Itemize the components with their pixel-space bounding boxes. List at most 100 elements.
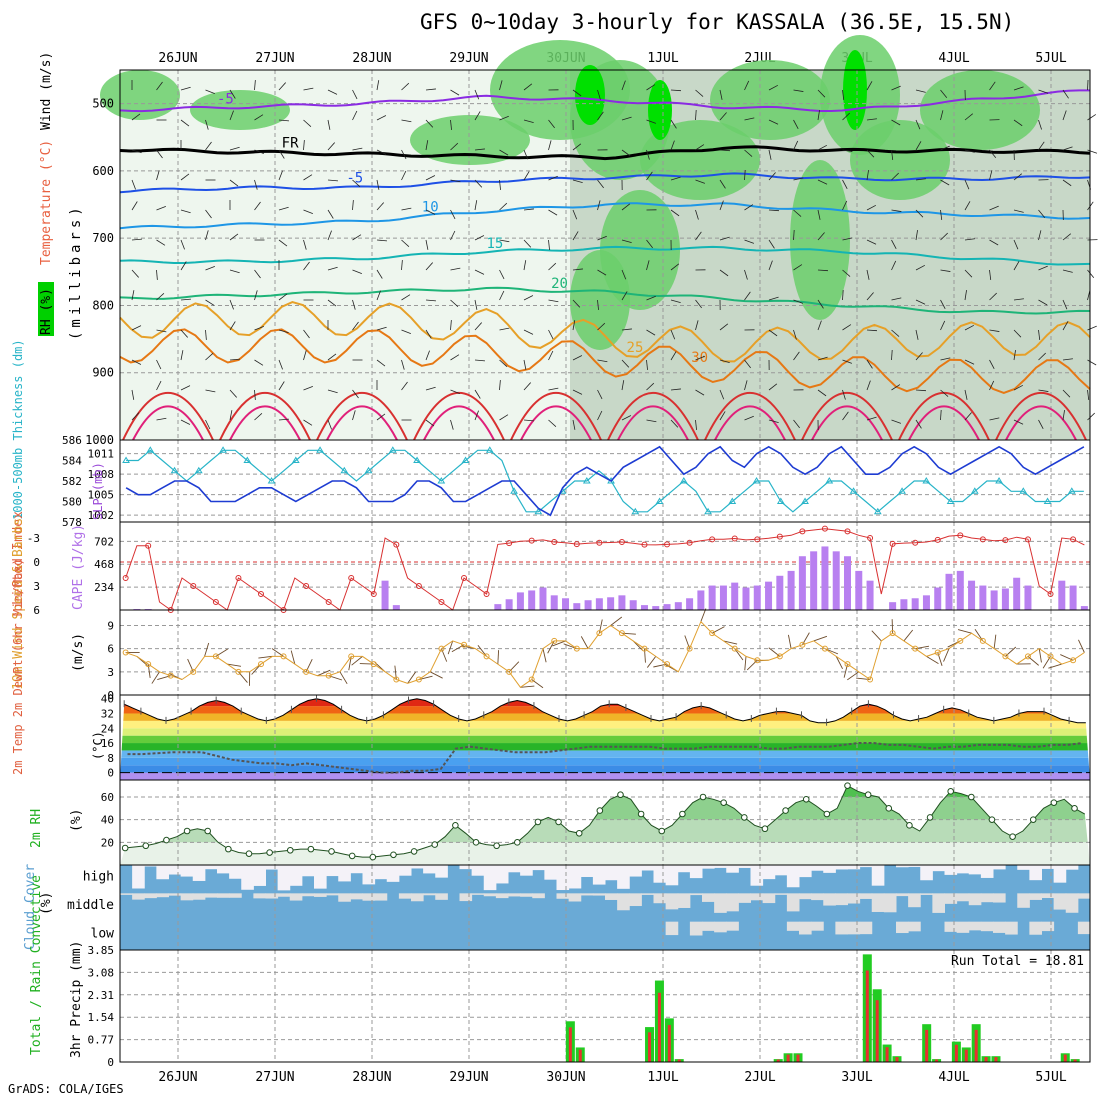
upper-wind-barb-88 [303, 209, 313, 214]
thickness-marker-20 [364, 466, 373, 474]
thickness-marker-24 [413, 456, 421, 463]
upper-wind-barb-303 [744, 169, 746, 181]
thickness-marker-6 [194, 466, 203, 474]
upper-wind-barb-302 [744, 149, 753, 157]
upper-wind-barb-365 [866, 239, 877, 245]
temp-contour-1 [119, 145, 1091, 161]
cloud-gap-1-38 [580, 893, 594, 896]
upper-wind-barb-106 [327, 389, 338, 394]
upper-ytick-5: 1000 [85, 433, 114, 447]
upper-ytick-4: 900 [92, 366, 114, 380]
upper-wind-barb-357 [842, 359, 853, 364]
rh2m-marker-86 [1009, 833, 1016, 840]
wind10-marker-24 [393, 676, 400, 683]
upper-wind-barb-410 [964, 149, 975, 153]
wind10-axis-label: 10m Wind Speed & Barbs [11, 518, 26, 690]
cloud-gap-1-21 [374, 893, 388, 901]
upper-wind-barb-348 [842, 89, 845, 100]
cloud-gap-2-71 [980, 921, 994, 932]
upper-wind-barb-263 [646, 419, 657, 423]
wind10-marker-6 [190, 668, 197, 675]
precip-convective-bar-78 [895, 1057, 899, 1062]
upper-wind-barb-466 [1062, 389, 1071, 398]
rh2m-marker-88 [1029, 816, 1037, 823]
upper-wind-barb-23 [156, 417, 167, 421]
upper-wind-barb-226 [572, 389, 583, 395]
upper-wind-barb-73 [278, 119, 289, 122]
wind10-marker-46 [641, 645, 648, 652]
rh2m-marker-10 [225, 845, 232, 853]
cloud-gap-2-45 [665, 921, 679, 936]
upper-wind-barb-361 [866, 118, 877, 121]
wind10-marker-60 [799, 641, 806, 648]
temp2m-ytick-5: 40 [101, 693, 114, 706]
upper-wind-barb-419 [964, 412, 972, 421]
lifted-ytick-3: 6 [33, 604, 40, 617]
upper-wind-barb-6 [131, 269, 139, 278]
cloud-ylabel: (%) [39, 892, 54, 915]
cape-bar-58 [776, 575, 784, 610]
upper-wind-barb-477 [1087, 359, 1097, 366]
upper-wind-barb-249 [621, 359, 630, 368]
date-label-top-2: 28JUN [352, 51, 391, 66]
cloud-row-label-0: high [83, 870, 114, 885]
upper-wind-barb-350 [842, 149, 853, 152]
cloud-axis-label: Cloud Cover [23, 864, 38, 950]
cape-bar-52 [708, 585, 716, 610]
wind10-barb-37 [542, 648, 547, 663]
lifted-marker-66 [867, 535, 874, 541]
upper-wind-barb-457 [1062, 110, 1067, 121]
wind10-marker-56 [754, 657, 761, 664]
hot-contour-4 [510, 391, 602, 441]
date-label-bottom-4: 30JUN [546, 1070, 585, 1085]
upper-wind-barb-142 [401, 381, 408, 391]
upper-wind-barb-166 [450, 389, 460, 394]
temp-band-2 [120, 757, 1090, 766]
upper-wind-barb-290 [719, 149, 731, 152]
thickness-marker-26 [437, 477, 446, 484]
upper-wind-barb-280 [695, 209, 699, 220]
upper-wind-barb-43 [205, 299, 215, 306]
cloud-gap-2-64 [896, 921, 909, 934]
upper-wind-barb-68 [254, 326, 264, 331]
upper-wind-barb-210 [548, 262, 557, 271]
wind10-barb-65 [847, 671, 860, 681]
rh2m-marker-60 [741, 814, 748, 821]
wind10-ytick-1: 3 [107, 666, 114, 679]
upper-wind-barb-198 [523, 260, 527, 271]
upper-wind-barb-223 [572, 299, 581, 308]
upper-wind-barb-373 [891, 119, 901, 126]
cape-bar-24 [392, 605, 400, 610]
upper-wind-barb-220 [572, 209, 578, 220]
upper-wind-barb-476 [1087, 325, 1097, 331]
upper-wind-barb-372 [891, 85, 901, 91]
rh-band-2 [120, 797, 1090, 820]
upper-wind-barb-113 [352, 234, 362, 241]
cloud-gap-1-0 [120, 893, 133, 895]
upper-wind-barb-105 [327, 353, 337, 361]
cloud-gap-1-61 [859, 893, 873, 899]
upper-wind-barb-194 [523, 149, 529, 160]
upper-wind-barb-191 [499, 414, 509, 421]
dewpoint-line [127, 742, 1083, 774]
cloud-gap-1-68 [944, 893, 958, 904]
wind10-marker-44 [618, 630, 625, 637]
cloud-gap-1-67 [932, 893, 945, 913]
thickness-marker-8 [219, 446, 227, 453]
upper-wind-barb-250 [621, 380, 625, 391]
upper-wind-barb-297 [719, 359, 730, 363]
cape-bar-56 [753, 585, 761, 610]
upper-wind-barb-102 [327, 266, 338, 271]
cape-bar-71 [922, 595, 930, 610]
cloud-gap-2-60 [847, 921, 861, 935]
cape-bar-45 [629, 600, 637, 610]
wind10-barb-19 [339, 671, 348, 685]
upper-wind-barb-391 [915, 299, 926, 305]
upper-wind-barb-349 [842, 112, 850, 121]
upper-wind-barb-385 [915, 119, 921, 130]
cloud-gap-1-49 [714, 893, 727, 913]
lifted-marker-60 [799, 528, 806, 535]
cloud-gap-2-75 [1029, 921, 1042, 935]
precip-convective-bar-66 [776, 1059, 780, 1062]
